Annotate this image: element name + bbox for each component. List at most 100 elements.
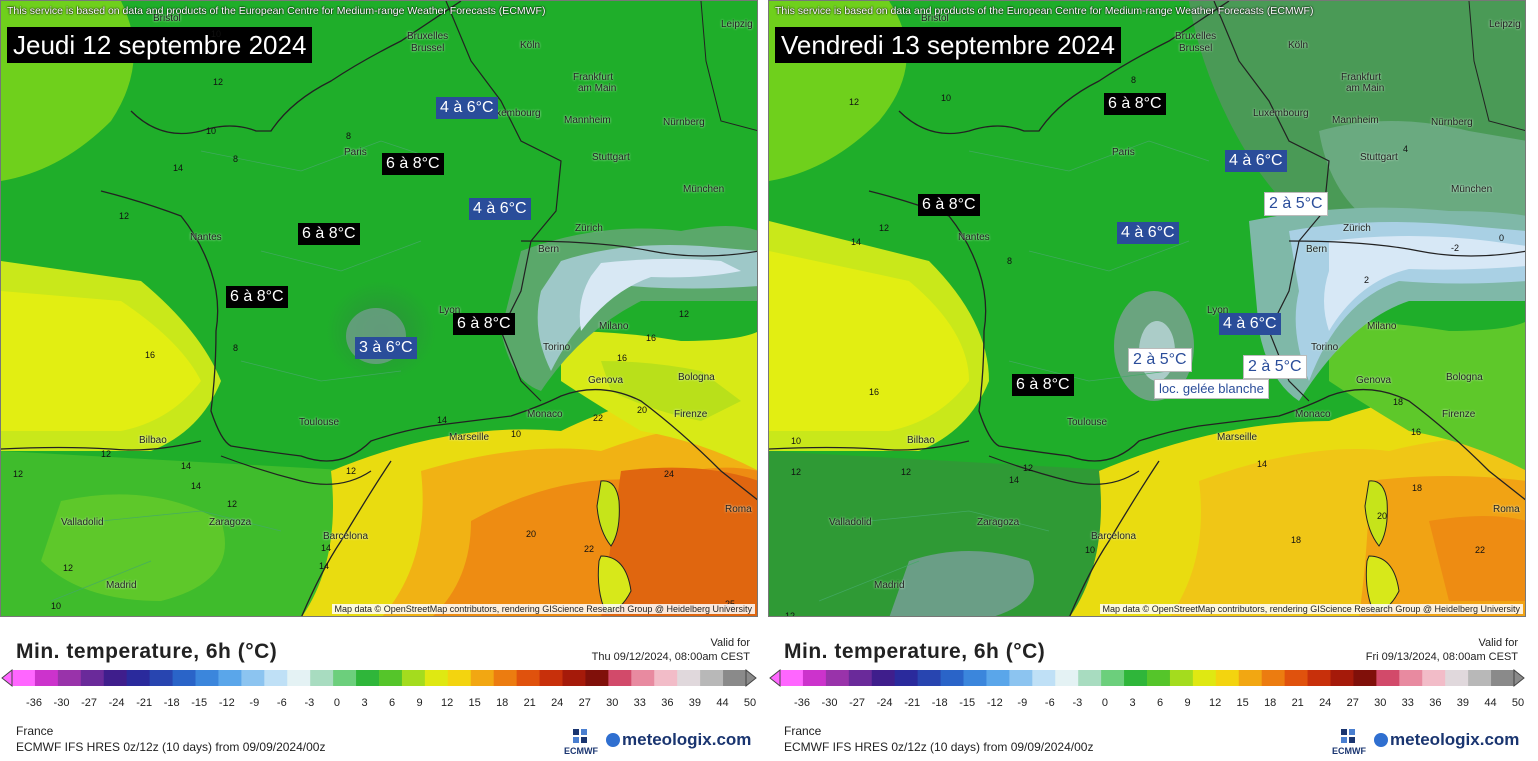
colorbar-tick-label: 12 — [1209, 697, 1221, 709]
contour-value: 12 — [785, 611, 795, 617]
colorbar-tick-label: 18 — [496, 697, 508, 709]
colorbar-segment — [1491, 670, 1515, 686]
colorbar-tick-label: 21 — [524, 697, 536, 709]
colorbar-segment — [425, 670, 449, 686]
meteologix-icon — [1374, 733, 1388, 747]
colorbar-segment — [826, 670, 850, 686]
valid-time: Fri 09/13/2024, 08:00am CEST — [1366, 650, 1518, 664]
ecmwf-logo: ECMWF — [1328, 728, 1370, 756]
contour-value: 14 — [173, 163, 183, 173]
city-label: Valladolid — [61, 517, 104, 528]
colorbar-tick-label: 30 — [1374, 697, 1386, 709]
contour-value: 12 — [1023, 463, 1033, 473]
contour-value: 12 — [346, 466, 356, 476]
colorbar-segment — [1445, 670, 1469, 686]
colorbar-segment — [1078, 670, 1102, 686]
colorbar-tick-label: 27 — [579, 697, 591, 709]
city-label: Frankfurt — [1341, 72, 1381, 83]
contour-value: 14 — [1009, 475, 1019, 485]
colorbar-segment — [540, 670, 564, 686]
contour-value: 10 — [1085, 545, 1095, 555]
temp-range-label: 6 à 8°C — [918, 194, 980, 216]
map-graphic — [1, 1, 758, 617]
contour-value: 10 — [211, 29, 221, 39]
contour-value: 14 — [319, 561, 329, 571]
colorbar-segment — [1308, 670, 1332, 686]
contour-value: 8 — [1007, 256, 1012, 266]
colorbar-tick-label: -12 — [987, 697, 1003, 709]
city-label: Monaco — [527, 409, 563, 420]
colorbar-tick-label: -21 — [904, 697, 920, 709]
date-title: Vendredi 13 septembre 2024 — [775, 27, 1121, 63]
city-label: Bilbao — [907, 435, 935, 446]
city-label: Nürnberg — [663, 117, 705, 128]
colorbar-segment — [780, 670, 804, 686]
colorbar-tick-label: 3 — [361, 697, 367, 709]
colorbar-tick-label: 6 — [1157, 697, 1163, 709]
colorbar-segment — [287, 670, 311, 686]
contour-value: 14 — [191, 481, 201, 491]
temp-range-label: 6 à 8°C — [453, 313, 515, 335]
ecmwf-attribution: This service is based on data and produc… — [7, 5, 545, 17]
temp-range-label: 6 à 8°C — [1012, 374, 1074, 396]
city-label: Frankfurt — [573, 72, 613, 83]
contour-value: 8 — [233, 154, 238, 164]
city-label: Bruxelles — [1175, 31, 1216, 42]
temperature-map[interactable]: This service is based on data and produc… — [0, 0, 758, 617]
colorbar-tick-label: 36 — [1429, 697, 1441, 709]
city-label: Bristol — [921, 13, 949, 24]
meteologix-brand[interactable]: meteologix.com — [1374, 730, 1519, 750]
colorbar-segment — [379, 670, 403, 686]
colorbar-tick-label: 27 — [1347, 697, 1359, 709]
contour-value: 8 — [1131, 75, 1136, 85]
colorbar-tick-label: 6 — [389, 697, 395, 709]
city-label: München — [1451, 184, 1492, 195]
colorbar-tick-label: 0 — [1102, 697, 1108, 709]
contour-value: 22 — [584, 544, 594, 554]
region-label: France — [784, 724, 821, 738]
temp-range-label: 4 à 6°C — [1117, 222, 1179, 244]
city-label: Mannheim — [564, 115, 611, 126]
temp-range-label: 6 à 8°C — [226, 286, 288, 308]
colorbar-segment — [173, 670, 197, 686]
map-attribution: Map data © OpenStreetMap contributors, r… — [1100, 604, 1523, 614]
contour-value: 14 — [437, 415, 447, 425]
contour-value: 20 — [526, 529, 536, 539]
colorbar-segment — [1124, 670, 1148, 686]
colorbar-segment — [872, 670, 896, 686]
colorbar-tick-label: 3 — [1129, 697, 1135, 709]
contour-value: 16 — [646, 333, 656, 343]
forecast-panel-friday: This service is based on data and produc… — [768, 0, 1526, 760]
city-label: Torino — [543, 342, 570, 353]
colorbar-tick-label: -9 — [1017, 697, 1027, 709]
colorbar-segment — [1468, 670, 1492, 686]
colorbar-tick-label: -15 — [959, 697, 975, 709]
colorbar-segment — [218, 670, 242, 686]
colorbar-segment — [1009, 670, 1033, 686]
colorbar-tick-label: -6 — [277, 697, 287, 709]
city-label: Luxembourg — [1253, 108, 1309, 119]
city-label: Zaragoza — [209, 517, 251, 528]
ecmwf-attribution: This service is based on data and produc… — [775, 5, 1313, 17]
colorbar-segment — [356, 670, 380, 686]
contour-value: 12 — [901, 467, 911, 477]
contour-value: 12 — [679, 309, 689, 319]
colorbar-tick-label: 36 — [661, 697, 673, 709]
city-label: Zaragoza — [977, 517, 1019, 528]
contour-value: 12 — [213, 77, 223, 87]
temp-range-label: 6 à 8°C — [298, 223, 360, 245]
valid-for: Valid for Thu 09/12/2024, 08:00am CEST — [592, 636, 750, 664]
legend-title: Min. temperature, 6h (°C) — [784, 640, 1045, 664]
city-label: Bologna — [678, 372, 715, 383]
contour-value: 18 — [1393, 397, 1403, 407]
city-label: München — [683, 184, 724, 195]
temperature-map[interactable]: This service is based on data and produc… — [768, 0, 1526, 617]
meteologix-brand[interactable]: meteologix.com — [606, 730, 751, 750]
temp-range-label: 6 à 8°C — [1104, 93, 1166, 115]
contour-value: 4 — [1403, 144, 1408, 154]
city-label: Madrid — [874, 580, 905, 591]
colorbar-segment — [849, 670, 873, 686]
colorbar-segment — [563, 670, 587, 686]
colorbar-segment — [127, 670, 151, 686]
colorbar-tick-label: -18 — [164, 697, 180, 709]
